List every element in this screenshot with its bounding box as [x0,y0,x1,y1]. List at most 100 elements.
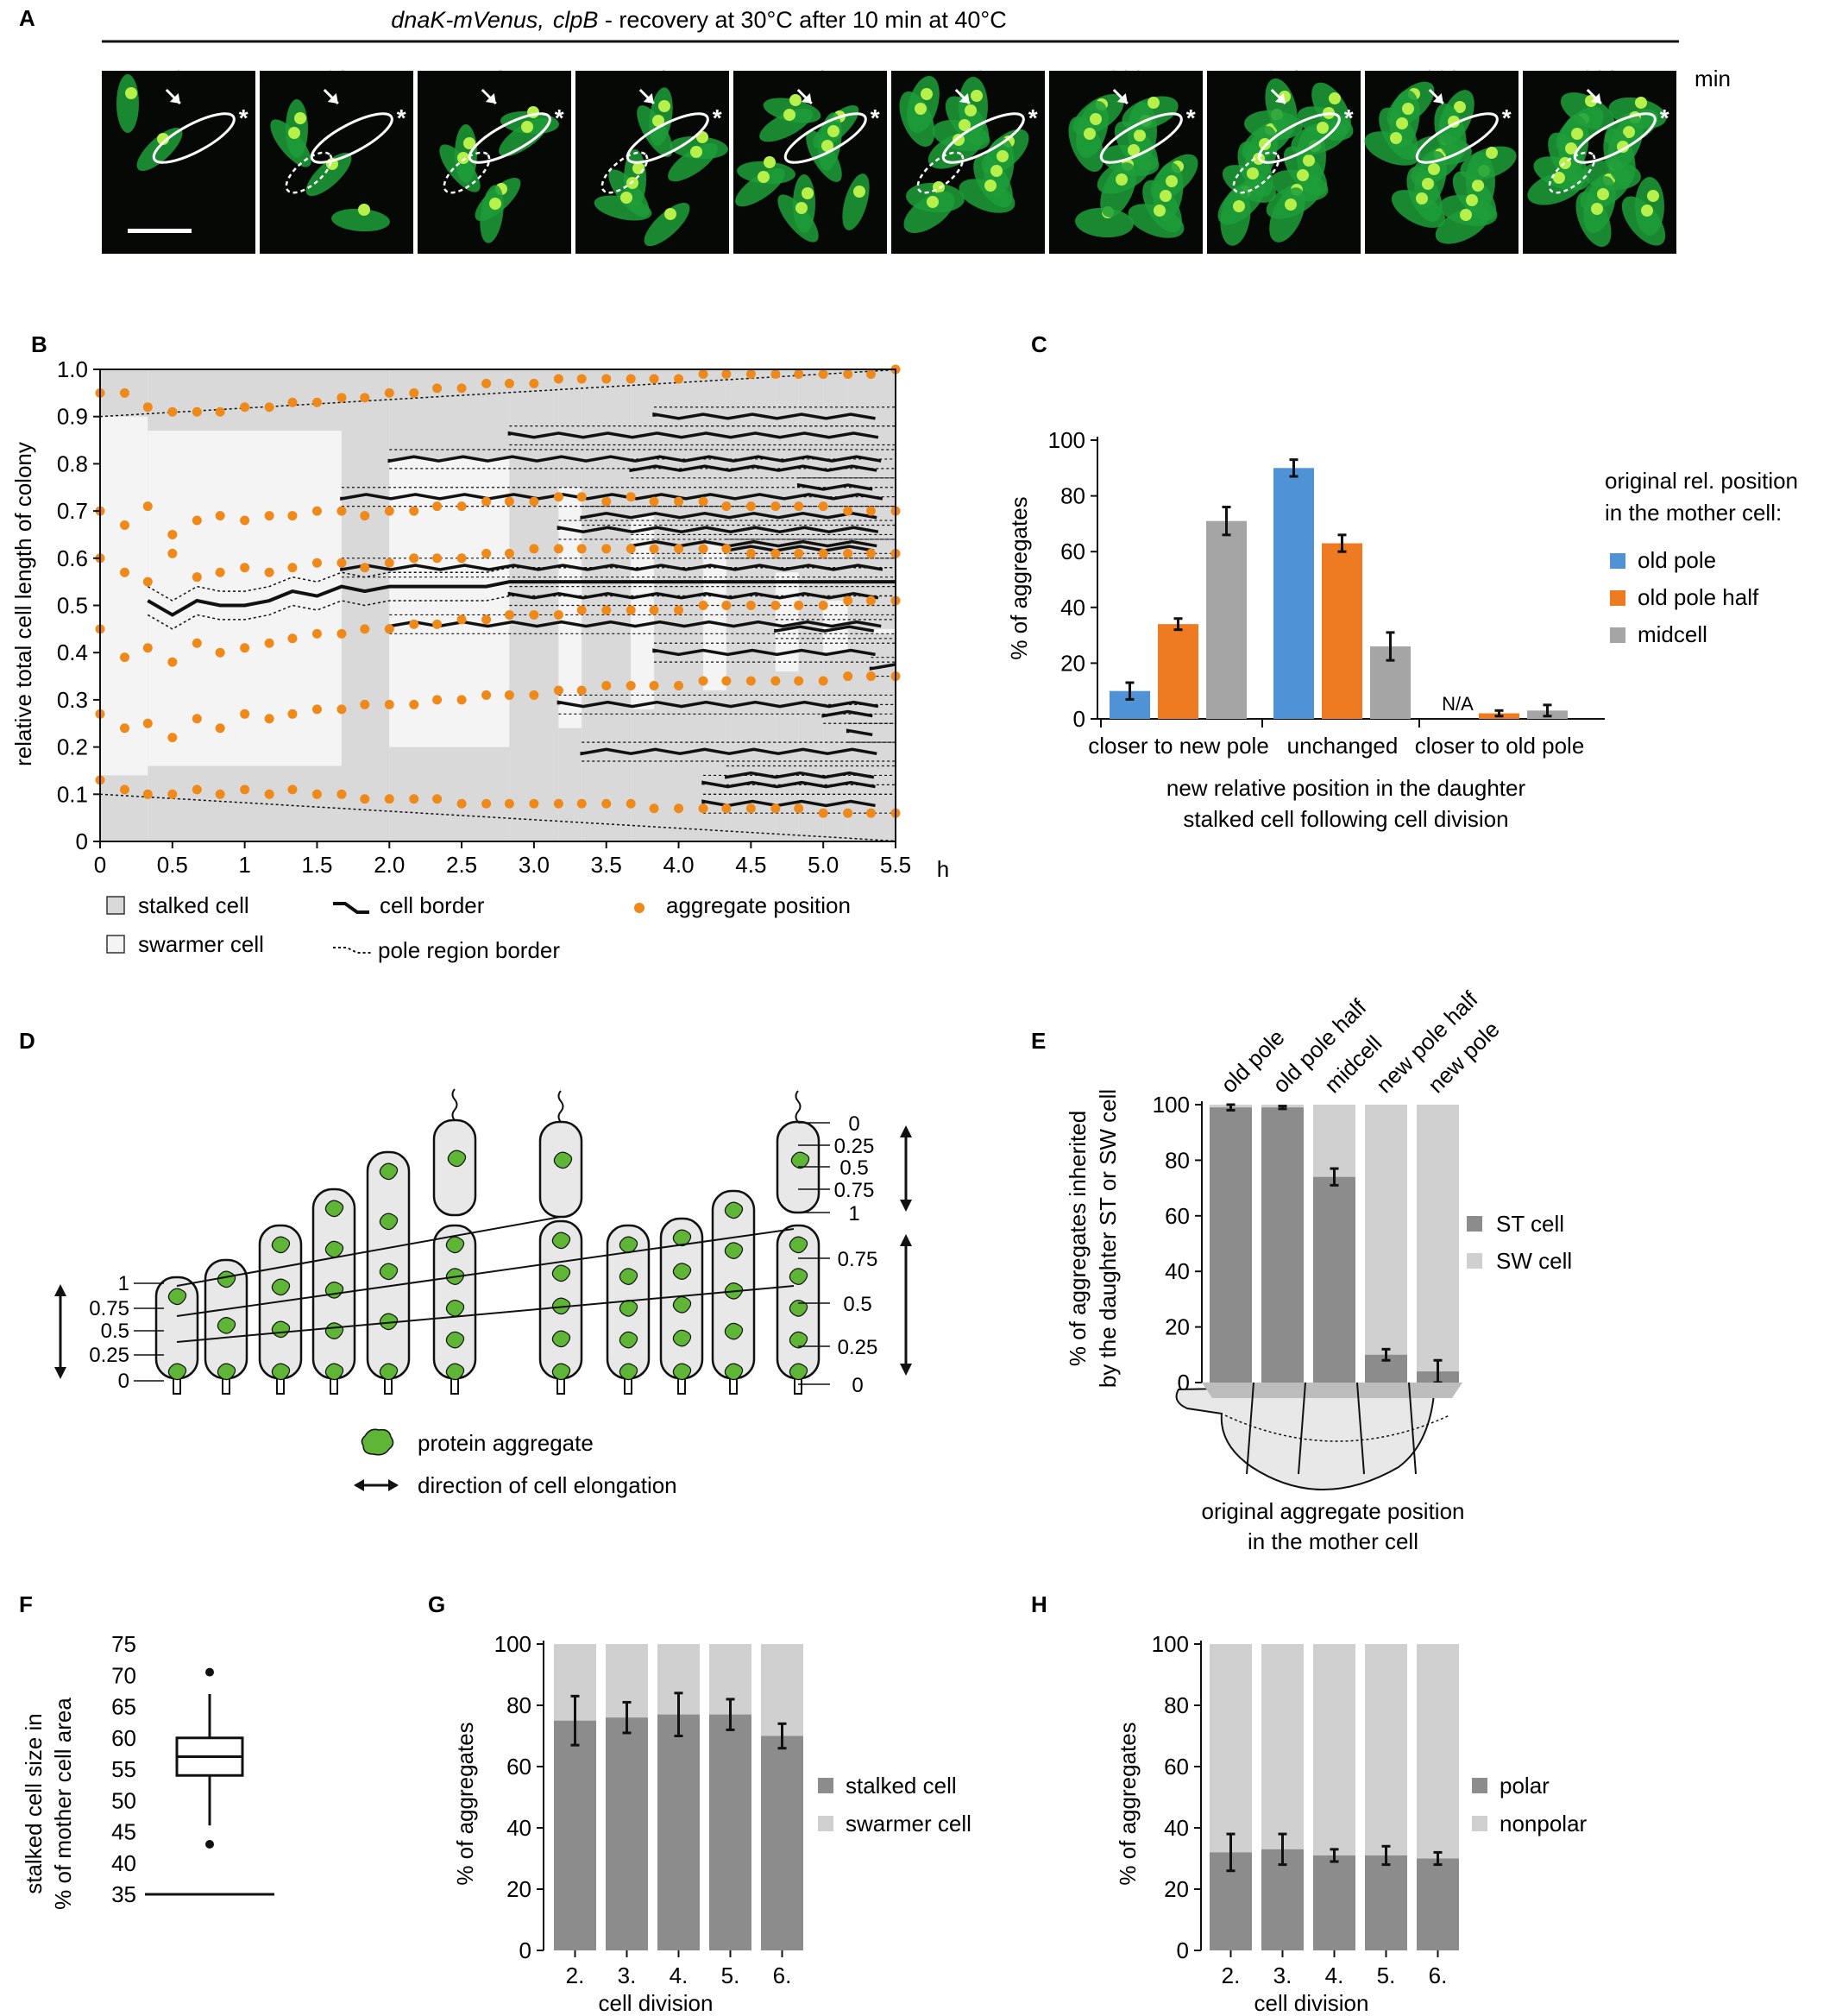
fluorescent-focus [1166,175,1178,187]
y-tick-label: 20 [1060,650,1085,676]
bacterial-cell [903,192,955,233]
fluorescent-focus [758,171,770,183]
fluorescent-focus [1285,198,1297,211]
cell-section-divider [1408,1382,1417,1475]
aggregate-point [167,529,178,539]
aggregate-point [601,680,612,690]
aggregate-point [409,619,419,629]
aggregate-point [311,628,322,639]
bar-old-pole [1273,468,1314,719]
bacterial-cell [1460,146,1517,180]
aggregate-point [240,515,250,526]
category-label: unchanged [1287,733,1399,759]
arrow-head-icon [169,93,180,104]
aggregate-point [481,798,492,809]
aggregate-icon [789,1331,808,1349]
y-tick-label: 80 [1165,1147,1190,1173]
bacterial-cell [1434,103,1467,161]
aggregate-point [240,563,250,573]
aggregate-point [626,605,636,615]
aggregate-point [553,374,563,384]
outlier-point [205,1667,214,1677]
panel-h-ylabel: % of aggregates [1115,1722,1141,1885]
aggregate-point [264,511,274,521]
panel-h-plot: 0 20 40 60 80 100 2. 3. 4. 5. 6. [1152,1631,1459,1988]
fluorescent-focus [1635,97,1647,109]
fluorescent-focus [1460,209,1472,221]
aggregate-point [770,369,781,379]
asterisk-icon: * [1028,104,1038,131]
aggregate-point [336,628,347,639]
y-tick-label: 100 [1153,1092,1190,1118]
aggregate-point [192,714,202,724]
aggregate-point [601,798,612,809]
bacterial-cell [927,131,983,169]
panel-a-title-gene2: clpB [553,7,599,33]
fluorescent-focus [1553,172,1565,184]
aggregate-point [119,784,129,795]
panel-e-xlabel-line2: in the mother cell [1248,1528,1418,1554]
category-label: 2. [1222,1962,1241,1988]
panel-c-legend: original rel. position in the mother cel… [1605,468,1798,647]
aggregate-point [360,624,370,634]
y-tick-label: 40 [506,1815,531,1841]
y-tick-label: 0.2 [57,734,88,760]
y-tick-label: 60 [1165,1203,1190,1229]
fluorescent-focus [959,119,971,131]
aggregate-point [529,690,539,700]
bacterial-cell [594,195,652,221]
aggregate-point [529,544,539,554]
aggregate-point [142,643,153,653]
bacterial-cell [1222,165,1277,203]
aggregate-point [311,704,322,715]
aggregate-icon [379,1213,399,1231]
aggregate-point [649,680,659,690]
aggregate-point [240,784,250,795]
aggregate-point [409,794,419,804]
aggregate-point [576,685,587,696]
x-tick-label: 4.5 [735,852,766,878]
aggregate-point [432,383,443,394]
aggregate-point [626,374,636,384]
aggregate-point [794,369,804,379]
aggregate-point [866,808,877,818]
legend-aggregate-dot [634,903,644,913]
stalk-icon [624,1378,632,1395]
panel-f-ylabel-line1: stalked cell size in [21,1713,47,1894]
panel-h-letter: H [1031,1591,1047,1617]
fluorescent-focus [157,133,169,145]
aggregate-point [384,699,394,709]
aggregate-point [192,638,202,648]
legend-old-pole-label: old pole [1638,547,1716,573]
arrow-head-icon [643,93,654,104]
fluorescent-focus [457,152,469,164]
stalk-icon [173,1378,181,1395]
right-scale-label: 0.25 [838,1336,878,1359]
aggregate-point [674,374,684,384]
aggregate-point [142,402,153,413]
fluorescent-focus [927,196,939,208]
aggregate-point [336,558,347,568]
bacterial-cell [637,105,673,157]
bacterial-cell [1364,131,1421,166]
micrograph-frame-290: * [1523,71,1676,254]
aggregate-point [794,548,804,558]
aggregate-point [601,374,612,384]
cell-section-divider [1356,1382,1365,1475]
aggregate-point [167,733,178,743]
aggregate-point [287,633,298,644]
aggregate-point [721,676,732,686]
legend-swatch-st [1467,1216,1482,1232]
tracking-line [176,1228,795,1317]
micrograph-frame-110: * [575,71,729,254]
fluorescent-focus [1247,167,1259,180]
right-scale-label: 0 [852,1374,863,1397]
panel-d-letter: D [19,1028,35,1054]
panel-e-ylabel-line1: % of aggregates inherited [1065,1111,1091,1366]
aggregate-point [674,544,684,554]
aggregate-point [360,794,370,804]
y-tick-label: 80 [1164,1692,1189,1718]
panel-a-letter: A [19,5,35,31]
